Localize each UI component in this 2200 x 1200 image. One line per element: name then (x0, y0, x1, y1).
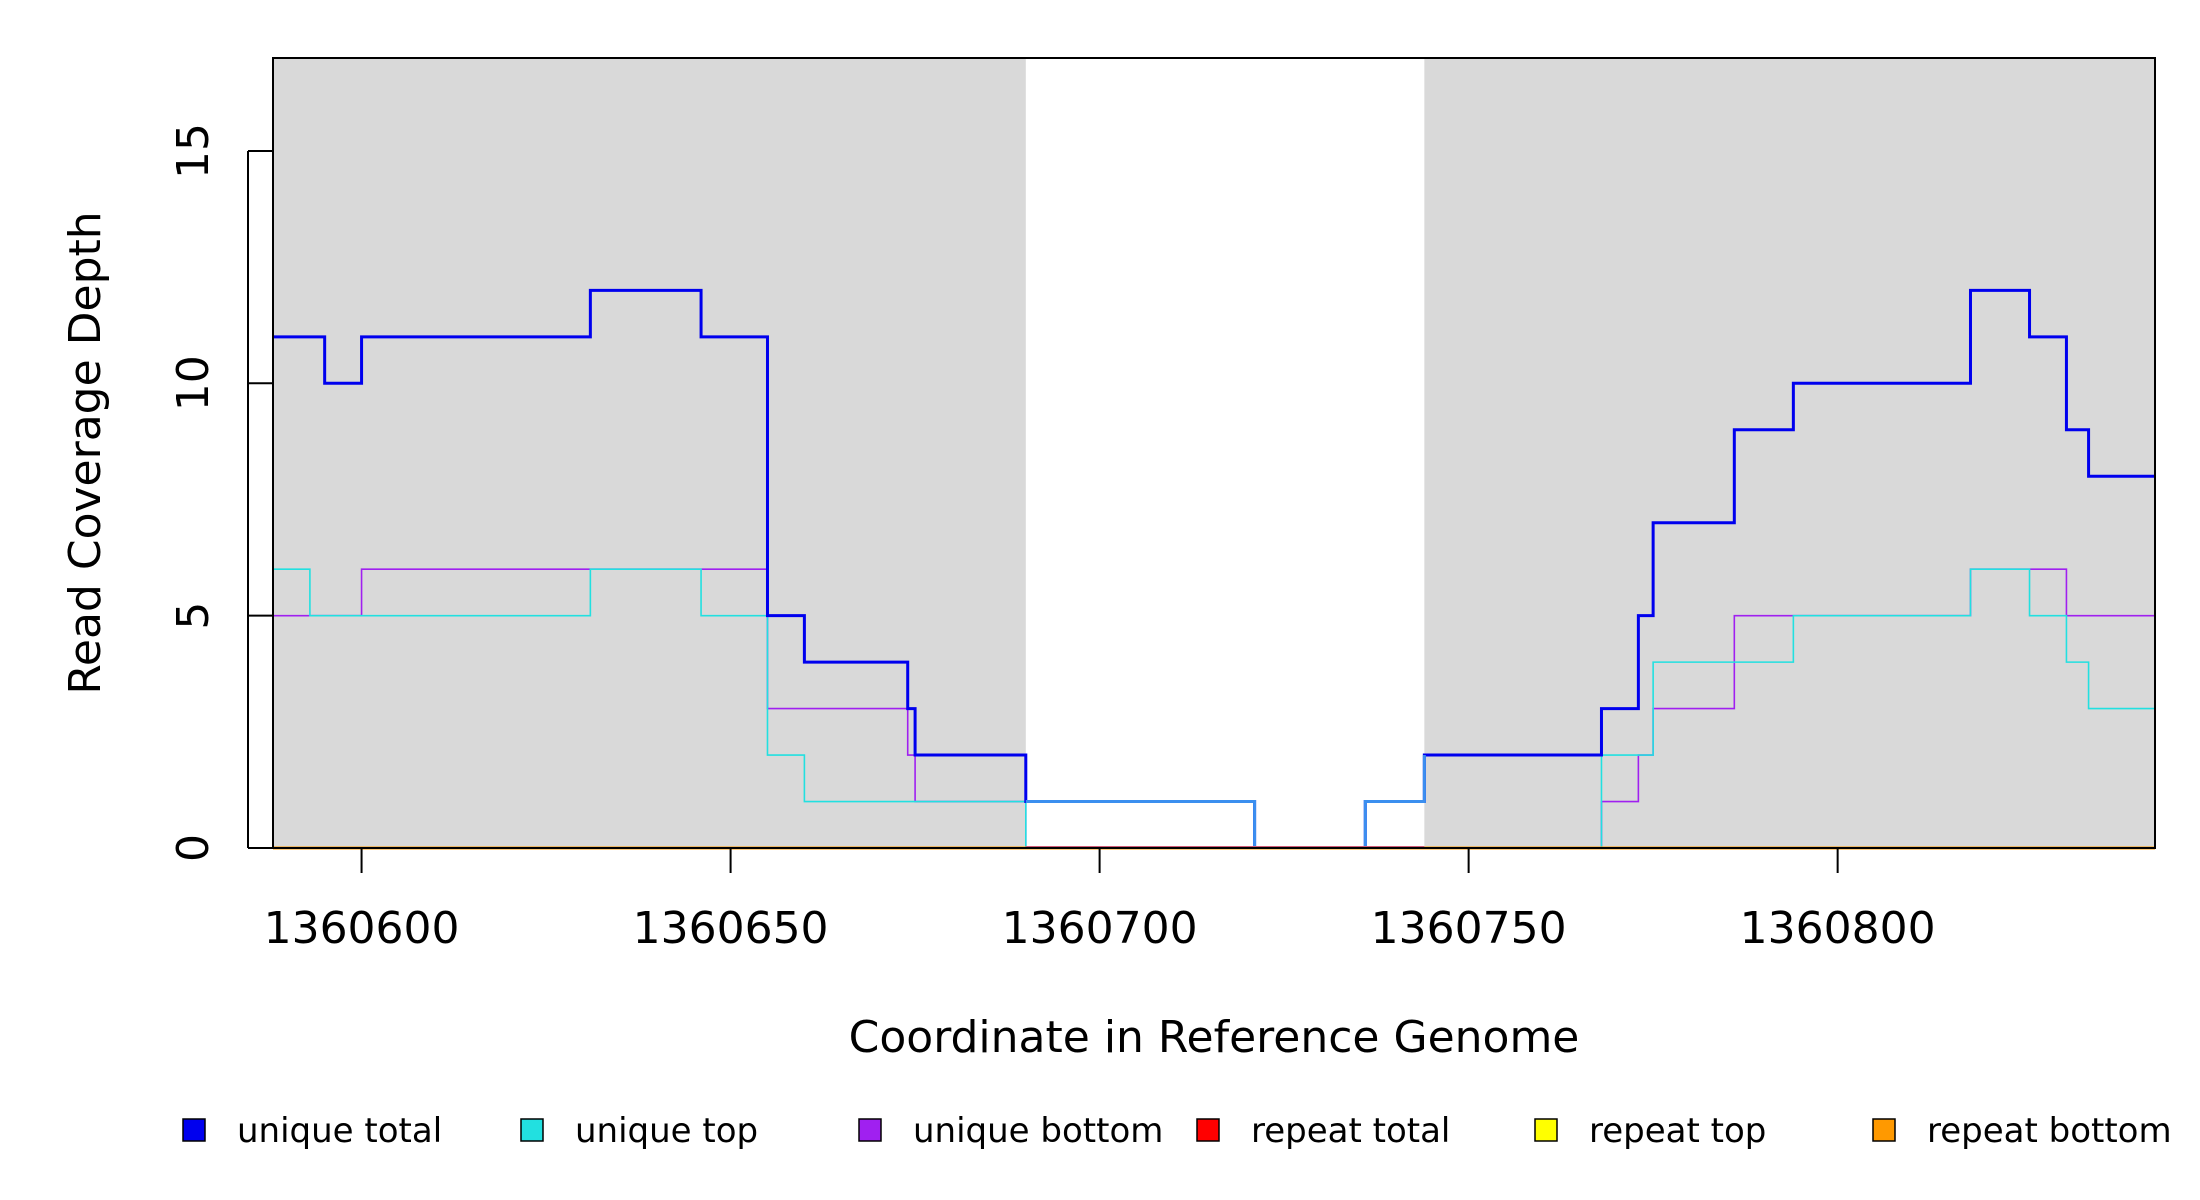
legend-label-repeat-total: repeat total (1251, 1111, 1450, 1151)
x-tick-label: 1360800 (1740, 903, 1936, 954)
y-axis-title: Read Coverage Depth (60, 211, 111, 694)
y-tick-label: 5 (168, 602, 219, 630)
legend-swatch-repeat-total (1196, 1118, 1220, 1142)
y-tick-label: 10 (168, 355, 219, 411)
legend-swatch-unique-top (520, 1118, 544, 1142)
legend: unique total unique top unique bottom repea… (182, 1111, 2172, 1151)
legend-swatch-unique-total (182, 1118, 206, 1142)
x-tick-label: 1360600 (264, 903, 460, 954)
legend-label-unique-top: unique top (575, 1111, 758, 1151)
legend-label-repeat-top: repeat top (1589, 1111, 1766, 1151)
shaded-region-2 (1424, 58, 2155, 848)
legend-label-repeat-bottom: repeat bottom (1927, 1111, 2172, 1151)
legend-label-unique-total: unique total (237, 1111, 442, 1151)
shaded-region-1 (273, 58, 1026, 848)
x-tick-label: 1360750 (1371, 903, 1567, 954)
series-unique-top (273, 568, 2155, 849)
legend-swatch-repeat-top (1534, 1118, 1558, 1142)
plot-frame (272, 57, 2156, 849)
shaded-regions (273, 58, 2155, 848)
legend-swatch-unique-bottom (858, 1118, 882, 1142)
x-tick-label: 1360700 (1002, 903, 1198, 954)
legend-swatch-repeat-bottom (1872, 1118, 1896, 1142)
series-overlay-segment (1025, 755, 1426, 850)
x-tick-label: 1360650 (633, 903, 829, 954)
axes: 0 5 10 15 1360600 1360650 1360700 1360750 136080… (168, 123, 1936, 954)
x-axis-title: Coordinate in Reference Genome (849, 1012, 1580, 1063)
y-tick-label: 0 (168, 834, 219, 862)
legend-label-unique-bottom: unique bottom (913, 1111, 1163, 1151)
y-tick-label: 15 (168, 123, 219, 179)
